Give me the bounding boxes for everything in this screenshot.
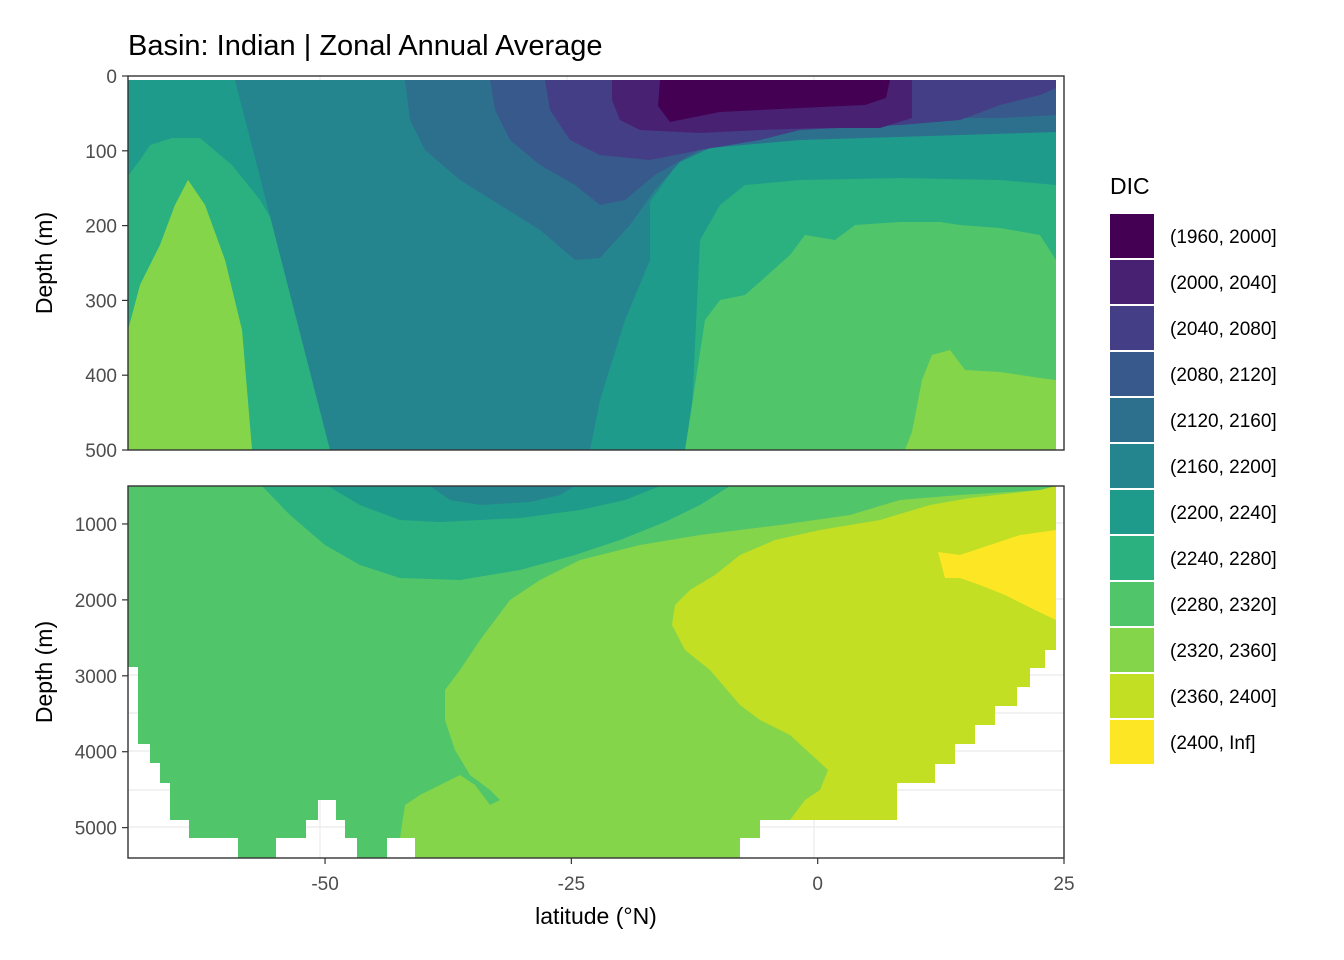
legend-label: (2160, 2200] bbox=[1170, 457, 1277, 478]
legend-label: (2120, 2160] bbox=[1170, 411, 1277, 432]
x-tick-label: -50 bbox=[311, 874, 338, 895]
legend-swatch bbox=[1110, 444, 1154, 488]
dic-band-2280-2320 bbox=[128, 180, 1056, 450]
upper-panel-border bbox=[127, 75, 1065, 451]
legend-label: (2040, 2080] bbox=[1170, 319, 1277, 340]
dic-band-2160-2200 bbox=[430, 486, 575, 505]
y-tick-label: 500 bbox=[85, 441, 117, 462]
x-tick-label: 25 bbox=[1053, 874, 1074, 895]
upper-no-data bbox=[1056, 192, 1064, 450]
legend-swatch bbox=[1110, 628, 1154, 672]
legend-swatch bbox=[1110, 352, 1154, 396]
y-tick-label: 300 bbox=[85, 291, 117, 312]
legend-label: (2320, 2360] bbox=[1170, 641, 1277, 662]
upper-contour-fills bbox=[128, 80, 1064, 450]
legend-swatch bbox=[1110, 720, 1154, 764]
legend-label: (2280, 2320] bbox=[1170, 595, 1277, 616]
dic-band-1960-2000 bbox=[658, 80, 890, 122]
x-tick-label: 0 bbox=[812, 874, 823, 895]
legend-label: (1960, 2000] bbox=[1170, 227, 1277, 248]
y-tick-label: 4000 bbox=[75, 743, 117, 764]
x-axis: -50 -25 0 25 bbox=[311, 858, 1075, 895]
y-tick-label: 3000 bbox=[75, 667, 117, 688]
legend-items: (1960, 2000] (2000, 2040] (2040, 2080] (208… bbox=[1110, 214, 1277, 764]
lower-panel-border bbox=[127, 485, 1065, 859]
legend-swatch bbox=[1110, 260, 1154, 304]
lower-panel: 1000 2000 3000 4000 5000 bbox=[75, 485, 1065, 859]
legend-swatch bbox=[1110, 490, 1154, 534]
legend-label: (2080, 2120] bbox=[1170, 365, 1277, 386]
y-axis-title-upper: Depth (m) bbox=[31, 212, 57, 314]
y-tick-label: 5000 bbox=[75, 819, 117, 840]
legend-swatch bbox=[1110, 536, 1154, 580]
legend-label: (2000, 2040] bbox=[1170, 273, 1277, 294]
legend-title: DIC bbox=[1110, 173, 1150, 199]
y-tick-label: 0 bbox=[106, 67, 117, 88]
y-tick-label: 1000 bbox=[75, 515, 117, 536]
y-axis-title-lower: Depth (m) bbox=[31, 621, 57, 723]
legend-swatch bbox=[1110, 398, 1154, 442]
legend-swatch bbox=[1110, 306, 1154, 350]
legend-swatch bbox=[1110, 582, 1154, 626]
dic-band-2320-2360 bbox=[128, 180, 1056, 450]
x-axis-title: latitude (°N) bbox=[535, 903, 657, 929]
y-tick-label: 100 bbox=[85, 142, 117, 163]
legend-label: (2200, 2240] bbox=[1170, 503, 1277, 524]
upper-panel: 0 100 200 300 400 500 bbox=[85, 67, 1065, 462]
y-tick-label: 200 bbox=[85, 217, 117, 238]
dic-band-2400-inf bbox=[938, 530, 1056, 620]
legend-swatch bbox=[1110, 214, 1154, 258]
legend-label: (2360, 2400] bbox=[1170, 687, 1277, 708]
lower-y-axis: 1000 2000 3000 4000 5000 bbox=[75, 515, 128, 840]
legend: DIC (1960, 2000] (2000, 2040] (2040, 2080]… bbox=[1110, 173, 1277, 764]
legend-swatch bbox=[1110, 674, 1154, 718]
lower-contour-fills bbox=[128, 486, 1056, 858]
chart-title: Basin: Indian | Zonal Annual Average bbox=[128, 30, 603, 62]
legend-label: (2240, 2280] bbox=[1170, 549, 1277, 570]
x-tick-label: -25 bbox=[558, 874, 585, 895]
y-tick-label: 2000 bbox=[75, 591, 117, 612]
upper-y-axis: 0 100 200 300 400 500 bbox=[85, 67, 128, 462]
y-tick-label: 400 bbox=[85, 366, 117, 387]
legend-label: (2400, Inf] bbox=[1170, 733, 1256, 754]
